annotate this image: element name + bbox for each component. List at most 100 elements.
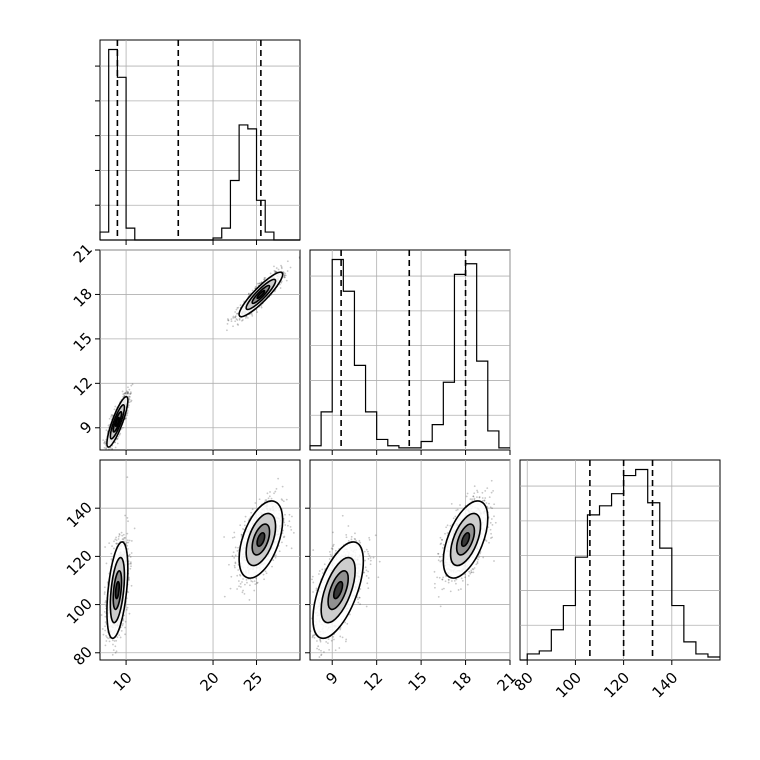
- sample-point: [234, 546, 237, 549]
- sample-point: [239, 586, 242, 588]
- sample-point: [241, 581, 243, 583]
- sample-point: [249, 584, 251, 587]
- sample-point: [330, 547, 333, 550]
- sample-point: [286, 524, 289, 527]
- sample-point: [236, 312, 239, 315]
- sample-point: [129, 392, 132, 395]
- sample-point: [105, 634, 107, 637]
- sample-point: [250, 511, 253, 514]
- sample-point: [234, 311, 237, 313]
- panel-frame: [99, 459, 301, 661]
- sample-point: [329, 553, 332, 556]
- sample-point: [105, 446, 108, 449]
- sample-point: [105, 640, 108, 642]
- sample-point: [108, 640, 111, 643]
- sample-point: [303, 651, 305, 653]
- sample-point: [280, 266, 283, 268]
- sample-point: [227, 319, 230, 322]
- sample-point: [105, 562, 108, 565]
- sample-point: [115, 639, 118, 642]
- sample-point: [226, 318, 229, 320]
- sample-point: [117, 535, 120, 538]
- sample-point: [115, 539, 118, 542]
- sample-point: [278, 550, 281, 553]
- sample-point: [251, 580, 254, 583]
- sample-point: [127, 541, 130, 544]
- sample-point: [248, 599, 251, 601]
- sample-point: [113, 408, 116, 411]
- sample-point: [332, 545, 335, 547]
- sample-point: [250, 580, 253, 582]
- sample-point: [318, 648, 320, 651]
- sample-point: [241, 591, 244, 594]
- sample-point: [357, 598, 359, 601]
- histogram-1-0: [309, 258, 510, 450]
- sample-point: [320, 649, 322, 652]
- sample-point: [358, 539, 361, 542]
- sample-point: [365, 605, 368, 608]
- sample-point: [114, 405, 117, 408]
- sample-point: [229, 587, 232, 590]
- sample-point: [115, 542, 118, 545]
- sample-point: [282, 275, 285, 278]
- sample-point: [307, 613, 309, 615]
- sample-point: [126, 392, 129, 395]
- sample-point: [100, 614, 103, 616]
- sample-point: [118, 533, 121, 536]
- sample-point: [286, 270, 289, 272]
- sample-point: [120, 531, 123, 534]
- sample-point: [242, 528, 244, 530]
- sample-point: [349, 613, 351, 616]
- sample-point: [273, 269, 276, 272]
- sample-point: [102, 633, 105, 636]
- sample-point: [369, 563, 372, 566]
- sample-point: [244, 515, 247, 518]
- sample-point: [129, 556, 132, 558]
- sample-point: [128, 398, 131, 401]
- sample-point: [130, 392, 132, 395]
- sample-point: [127, 548, 129, 550]
- sample-point: [233, 531, 236, 534]
- sample-point: [121, 538, 124, 541]
- sample-point: [104, 443, 107, 446]
- sample-point: [263, 278, 266, 281]
- sample-point: [318, 570, 321, 572]
- sample-point: [363, 550, 366, 553]
- sample-point: [117, 538, 120, 540]
- sample-point: [358, 596, 361, 599]
- sample-point: [106, 636, 108, 639]
- sample-point: [473, 492, 476, 495]
- sample-point: [298, 256, 300, 259]
- points-group: [102, 256, 300, 455]
- sample-point: [119, 636, 122, 639]
- sample-point: [127, 520, 129, 523]
- sample-point: [236, 574, 239, 577]
- sample-point: [323, 563, 326, 566]
- sample-point: [126, 414, 129, 417]
- sample-point: [116, 437, 119, 440]
- sample-point: [490, 479, 493, 482]
- sample-point: [126, 392, 129, 395]
- sample-point: [103, 591, 106, 594]
- sample-point: [298, 257, 300, 260]
- sample-point: [316, 647, 318, 650]
- sample-point: [274, 556, 277, 559]
- sample-point: [104, 615, 107, 618]
- sample-point: [111, 639, 114, 642]
- sample-point: [111, 447, 113, 450]
- contour-1-3: [256, 531, 266, 548]
- sample-point: [311, 636, 314, 639]
- sample-point: [104, 621, 107, 623]
- sample-point: [280, 264, 282, 267]
- sample-point: [378, 560, 381, 563]
- sample-point: [258, 498, 261, 501]
- sample-point: [103, 593, 106, 595]
- sample-point: [274, 271, 277, 274]
- sample-point: [240, 534, 243, 536]
- sample-point: [128, 579, 130, 582]
- contour-0-3: [332, 580, 344, 600]
- sample-point: [111, 414, 114, 416]
- sample-point: [318, 573, 320, 575]
- sample-point: [105, 453, 107, 455]
- scatter-panel-0-1: [99, 249, 301, 455]
